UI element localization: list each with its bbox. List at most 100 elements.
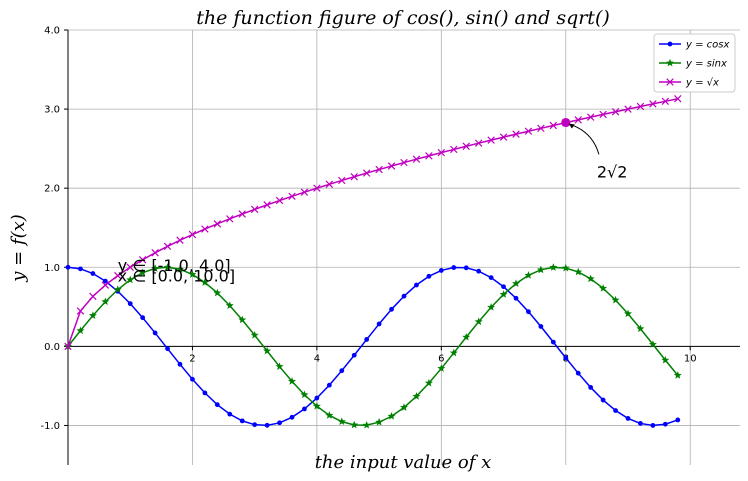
data-point	[238, 315, 247, 324]
data-point	[538, 324, 544, 329]
data-point	[76, 326, 85, 335]
data-point	[462, 332, 471, 341]
data-point	[451, 265, 457, 270]
series-sin	[64, 263, 682, 429]
data-point	[438, 268, 444, 273]
data-point	[250, 205, 259, 214]
data-point	[152, 330, 158, 336]
data-point	[78, 266, 83, 272]
data-point	[213, 288, 222, 297]
data-point	[101, 297, 110, 306]
data-point	[163, 242, 172, 251]
data-point	[188, 230, 197, 239]
y-tick-label: 4.0	[44, 26, 60, 37]
data-point	[326, 382, 332, 388]
data-point	[586, 274, 595, 283]
data-point	[666, 78, 674, 86]
data-point	[238, 210, 246, 218]
data-point	[624, 105, 632, 113]
data-point	[263, 201, 271, 209]
data-point	[524, 127, 533, 135]
data-point	[487, 136, 495, 144]
y-tick-label: 2.0	[44, 184, 60, 195]
data-point	[126, 263, 134, 271]
data-point	[88, 311, 97, 319]
data-point	[437, 148, 446, 157]
data-point	[499, 290, 508, 298]
data-point	[288, 377, 296, 385]
data-point	[462, 142, 470, 151]
data-point	[176, 236, 184, 244]
highlight-label: 2√2	[597, 162, 628, 181]
data-point	[138, 255, 147, 264]
data-point	[250, 331, 259, 339]
data-point	[524, 271, 533, 279]
data-point	[512, 130, 520, 138]
data-point	[549, 263, 558, 271]
range-annotation: x ∈ [0.0, 10.0]	[118, 267, 235, 286]
data-point	[314, 395, 320, 401]
annotation-arrow	[570, 124, 600, 155]
data-point	[90, 271, 96, 276]
data-point	[190, 376, 195, 382]
data-point	[488, 275, 494, 280]
series-line	[67, 98, 678, 347]
data-point	[362, 169, 371, 177]
data-point	[376, 321, 382, 327]
data-point	[364, 337, 370, 342]
data-point	[214, 402, 220, 408]
arrow-head	[568, 123, 575, 129]
data-point	[599, 110, 607, 119]
data-point	[412, 155, 421, 163]
data-point	[662, 421, 668, 427]
series-line	[67, 266, 679, 427]
y-tick-label: -1.0	[40, 421, 60, 432]
data-point	[339, 368, 345, 374]
data-point	[426, 273, 432, 279]
data-point	[138, 268, 147, 277]
chart-title: the function figure of cos(), sin() and …	[196, 7, 610, 29]
data-point	[337, 417, 346, 426]
data-point	[636, 102, 645, 111]
data-point	[649, 100, 657, 108]
data-point	[312, 402, 321, 410]
data-point	[101, 281, 110, 289]
data-point	[200, 278, 209, 286]
data-point	[64, 342, 72, 351]
data-point	[127, 301, 133, 307]
data-point	[450, 145, 458, 154]
data-point	[400, 403, 408, 411]
x-tick-label: 2	[189, 353, 195, 364]
x-tick-label: 4	[314, 353, 320, 364]
data-point	[89, 292, 97, 301]
data-point	[387, 162, 396, 170]
data-point	[300, 390, 309, 399]
data-point	[667, 41, 673, 47]
data-point	[611, 108, 620, 116]
data-point	[165, 346, 170, 352]
data-point	[351, 352, 357, 358]
data-point	[588, 385, 594, 390]
data-point	[375, 418, 384, 426]
legend-box	[653, 33, 736, 93]
data-point	[463, 265, 469, 271]
tick-labels: 246810-1.00.01.02.03.04.0	[40, 26, 696, 432]
data-point	[389, 306, 394, 312]
data-point	[202, 390, 208, 396]
range-annotation: y ∈ [-1.0, 4.0]	[118, 256, 231, 275]
series-sqrt	[64, 95, 682, 351]
data-point	[437, 364, 446, 372]
legend-label: y = cosx	[685, 40, 729, 51]
highlight-point	[561, 118, 571, 128]
data-point	[625, 416, 631, 421]
data-point	[611, 295, 620, 304]
legend-label: y = sinx	[685, 59, 727, 70]
data-point	[536, 265, 545, 274]
data-point	[474, 317, 483, 326]
data-point	[338, 176, 346, 185]
y-axis-label: y = f(x)	[8, 214, 29, 283]
data-point	[350, 420, 359, 429]
data-point	[501, 284, 506, 290]
data-point	[325, 180, 334, 189]
data-point	[499, 133, 508, 141]
